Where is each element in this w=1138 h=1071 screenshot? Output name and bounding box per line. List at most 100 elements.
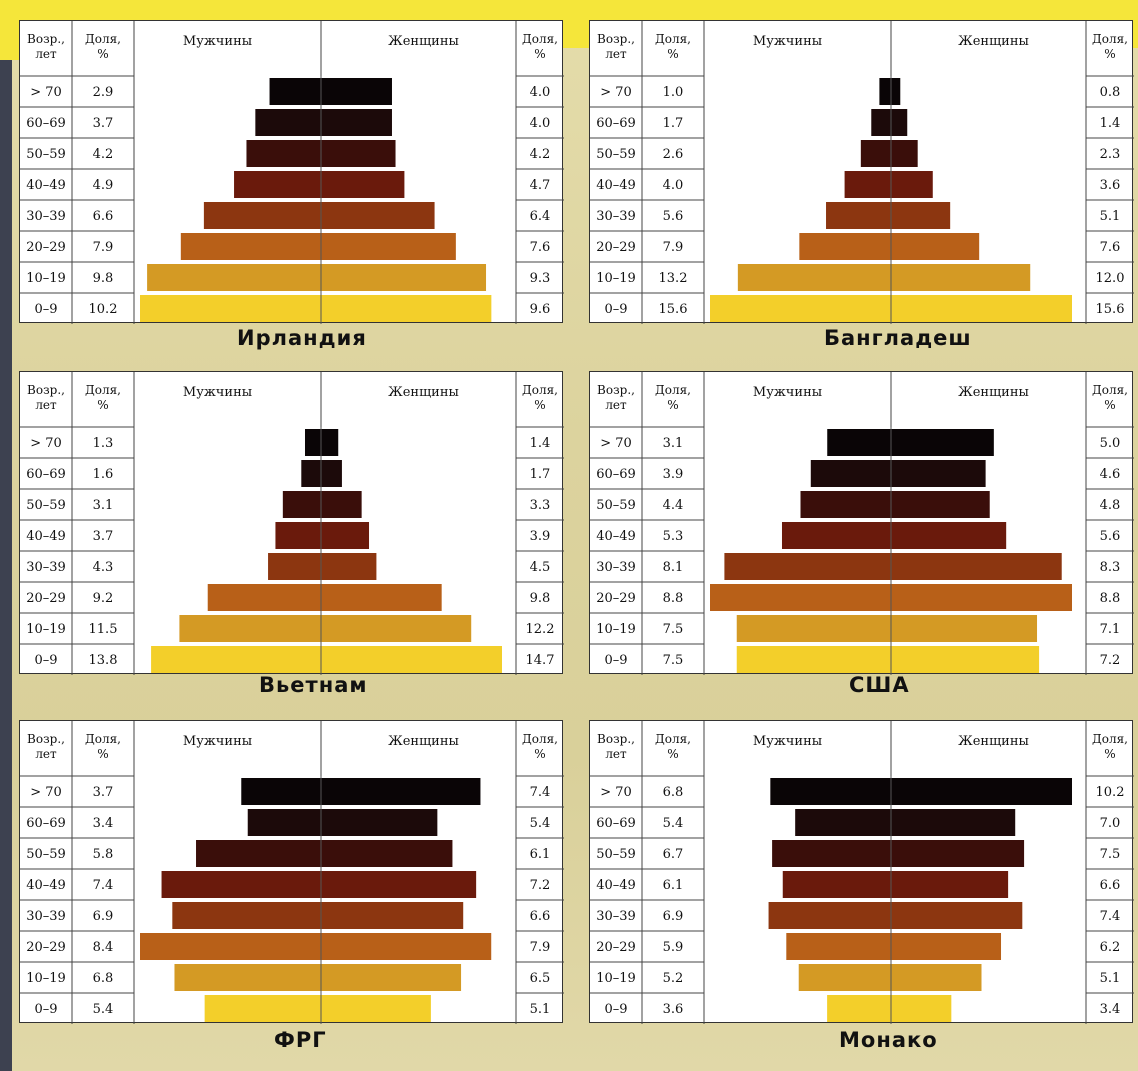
- pyramid-panel: Возр., лет Доля,% Мужчины Женщины Доля,% > 70 1…: [589, 20, 1134, 363]
- pyramid-svg: Возр.,лет Доля,% Мужчины Женщины Доля,% > 70 3…: [20, 721, 564, 1024]
- female-share-label: 6.1: [530, 847, 551, 862]
- bar-female: [321, 522, 370, 549]
- bar-female: [321, 933, 492, 960]
- bar-female: [891, 171, 933, 198]
- bar-male: [151, 646, 321, 673]
- bar-female: [891, 109, 908, 136]
- header-age-unit: лет: [35, 398, 57, 412]
- bar-female: [321, 615, 472, 642]
- bar-female: [891, 140, 918, 167]
- female-share-label: 7.4: [530, 785, 551, 800]
- male-share-label: 9.8: [93, 271, 114, 286]
- pyramid-table: Возр., лет Доля,% Мужчины Женщины Доля,% > 70 3…: [19, 720, 564, 1024]
- grid: [590, 372, 1134, 675]
- bar-female: [321, 78, 392, 105]
- pyramid-table: Возр., лет Доля,% Мужчины Женщины Доля,% > 70 6…: [589, 720, 1134, 1024]
- header-women: Женщины: [388, 34, 459, 49]
- bar-male: [786, 933, 891, 960]
- bar-female: [891, 995, 952, 1022]
- age-group-label: 50–59: [26, 847, 66, 862]
- pyramid-table: Возр., лет Доля,% Мужчины Женщины Доля,% > 70 3…: [589, 371, 1134, 675]
- bars: [710, 78, 1072, 322]
- grid: [20, 721, 564, 1024]
- bar-female: [321, 995, 431, 1022]
- bar-male: [269, 78, 321, 105]
- bar-male: [799, 233, 891, 260]
- bar-female: [891, 233, 980, 260]
- chart-title: ФРГ: [274, 1028, 327, 1052]
- female-share-label: 9.8: [530, 591, 551, 606]
- male-share-label: 4.9: [93, 178, 114, 193]
- female-share-label: 15.6: [1096, 302, 1125, 317]
- male-share-label: 4.2: [93, 147, 114, 162]
- bar-male: [770, 778, 891, 805]
- female-share-label: 9.3: [530, 271, 551, 286]
- age-group-label: 30–39: [596, 560, 636, 575]
- male-share-label: 5.8: [93, 847, 114, 862]
- male-share-label: 9.2: [93, 591, 114, 606]
- male-share-label: 5.3: [663, 529, 684, 544]
- header-men: Мужчины: [753, 34, 822, 49]
- bar-male: [860, 140, 891, 167]
- male-share-label: 6.8: [93, 971, 114, 986]
- pyramid-table: Возр., лет Доля,% Мужчины Женщины Доля,% > 70 1…: [589, 20, 1134, 324]
- male-share-label: 8.1: [663, 560, 684, 575]
- female-share-label: 8.8: [1100, 591, 1121, 606]
- male-share-label: 7.4: [93, 878, 114, 893]
- pyramid-svg: Возр.,лет Доля,% Мужчины Женщины Доля,% > 70 2…: [20, 21, 564, 324]
- bar-male: [737, 264, 891, 291]
- bar-female: [891, 778, 1072, 805]
- male-share-label: 6.6: [93, 209, 114, 224]
- age-group-label: 50–59: [26, 498, 66, 513]
- bar-male: [768, 902, 891, 929]
- age-group-label: > 70: [30, 85, 62, 100]
- bar-female: [321, 264, 487, 291]
- bar-male: [204, 995, 321, 1022]
- female-share-label: 7.5: [1100, 847, 1121, 862]
- female-share-label: 10.2: [1096, 785, 1125, 800]
- bar-female: [891, 902, 1023, 929]
- header-share: Доля,: [655, 32, 691, 46]
- female-share-label: 3.9: [530, 529, 551, 544]
- bar-male: [844, 171, 891, 198]
- bar-female: [321, 553, 377, 580]
- header-share-right-unit: %: [1104, 398, 1115, 412]
- female-share-label: 6.4: [530, 209, 551, 224]
- bar-male: [180, 233, 321, 260]
- age-group-label: 30–39: [26, 560, 66, 575]
- bar-female: [891, 522, 1007, 549]
- bar-female: [891, 429, 994, 456]
- chart-title: Вьетнам: [259, 673, 368, 697]
- age-group-label: 50–59: [596, 498, 636, 513]
- male-share-label: 13.8: [89, 653, 118, 668]
- header-women: Женщины: [958, 734, 1029, 749]
- bar-male: [724, 553, 891, 580]
- header-age-unit: лет: [35, 47, 57, 61]
- male-share-label: 5.2: [663, 971, 684, 986]
- bar-female: [891, 871, 1009, 898]
- bar-female: [891, 264, 1031, 291]
- female-share-label: 8.3: [1100, 560, 1121, 575]
- male-share-label: 7.9: [663, 240, 684, 255]
- age-group-label: 40–49: [596, 529, 636, 544]
- female-share-label: 7.2: [1100, 653, 1121, 668]
- chart-title: Бангладеш: [824, 326, 972, 350]
- age-group-label: 10–19: [26, 971, 66, 986]
- bar-female: [891, 491, 990, 518]
- female-share-label: 7.4: [1100, 909, 1121, 924]
- pyramid-svg: Возр.,лет Доля,% Мужчины Женщины Доля,% > 70 1…: [590, 21, 1134, 324]
- female-share-label: 5.1: [1100, 209, 1121, 224]
- age-group-label: 30–39: [26, 909, 66, 924]
- bar-female: [321, 295, 492, 322]
- female-share-label: 1.4: [530, 436, 551, 451]
- male-share-label: 2.6: [663, 147, 684, 162]
- male-share-label: 3.4: [93, 816, 114, 831]
- male-share-label: 6.1: [663, 878, 684, 893]
- pyramid-panel: Возр., лет Доля,% Мужчины Женщины Доля,% > 70 1…: [19, 371, 564, 714]
- bar-male: [800, 491, 891, 518]
- female-share-label: 4.0: [530, 116, 551, 131]
- chart-title: Монако: [839, 1028, 938, 1052]
- header-men: Мужчины: [183, 734, 252, 749]
- age-group-label: 50–59: [596, 847, 636, 862]
- age-group-label: > 70: [30, 785, 62, 800]
